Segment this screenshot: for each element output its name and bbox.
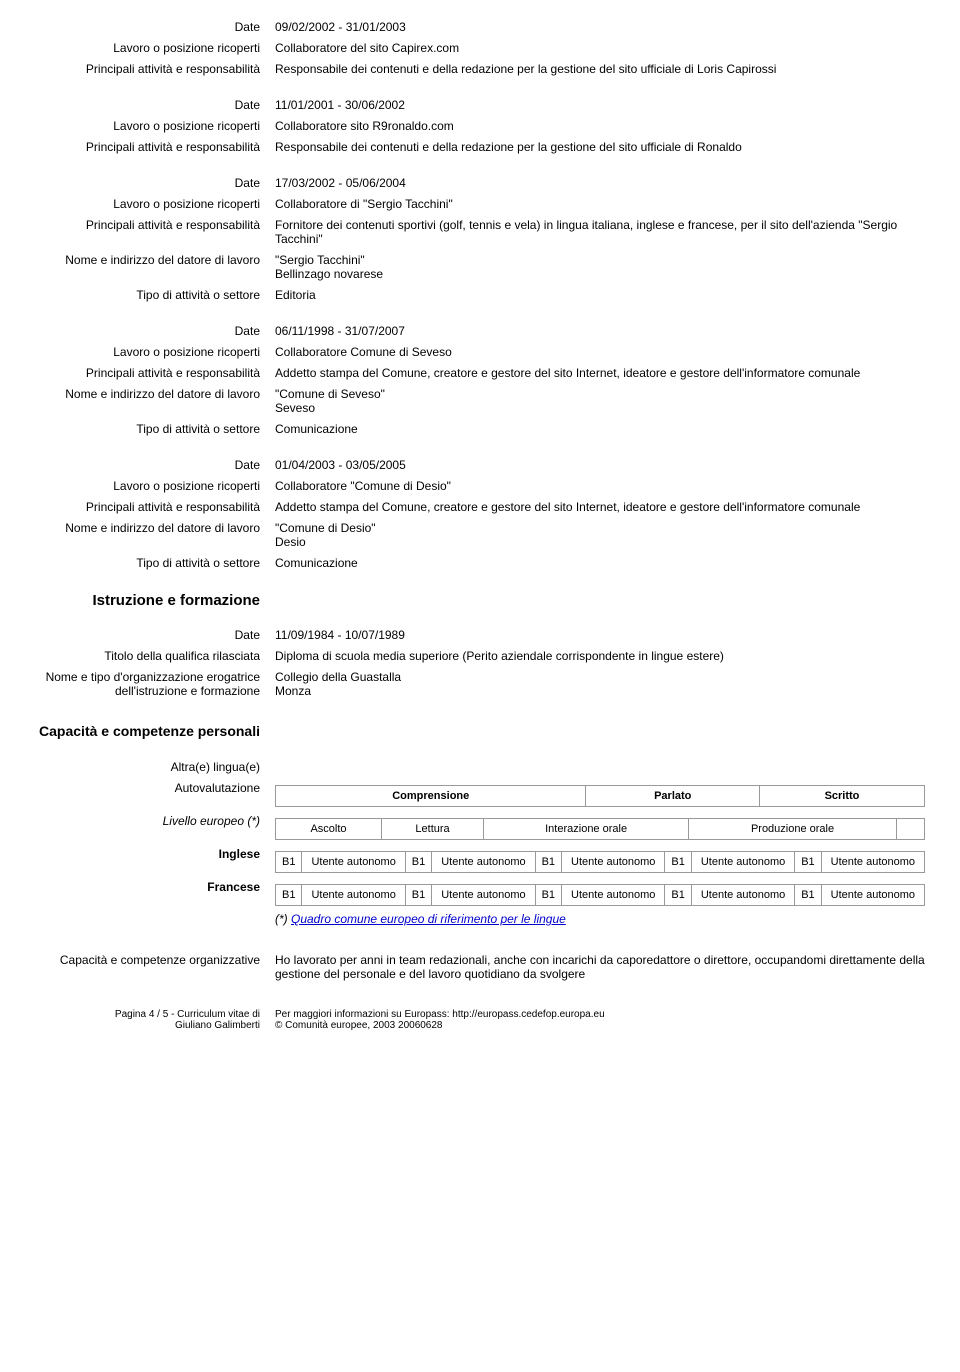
level-label: Livello europeo (*)	[35, 814, 275, 840]
job-pos-label: Lavoro o posizione ricoperti	[35, 119, 275, 133]
job-pos-label: Lavoro o posizione ricoperti	[35, 41, 275, 55]
edu-org-label: Nome e tipo d'organizzazione erogatrice …	[35, 670, 275, 698]
lang-val: Utente autonomo	[562, 885, 665, 906]
job-typ-label: Tipo di attività o settore	[35, 288, 275, 302]
lang-val: Utente autonomo	[691, 885, 794, 906]
lang-code: B1	[535, 852, 561, 873]
job-date: 11/01/2001 - 30/06/2002	[275, 98, 925, 112]
job-act: Responsabile dei contenuti e della redaz…	[275, 140, 925, 154]
job-date: 01/04/2003 - 03/05/2005	[275, 458, 925, 472]
lang-code: B1	[276, 852, 302, 873]
lang-val: Utente autonomo	[302, 852, 405, 873]
job-pos-label: Lavoro o posizione ricoperti	[35, 197, 275, 211]
job-date-label: Date	[35, 98, 275, 112]
job-emp: "Sergio Tacchini"Bellinzago novarese	[275, 253, 925, 281]
lang-code: B1	[405, 885, 431, 906]
lang-code: B1	[276, 885, 302, 906]
edu-org-loc: Monza	[275, 684, 311, 698]
job-emp: "Comune di Desio"Desio	[275, 521, 925, 549]
job-date-label: Date	[35, 458, 275, 472]
edu-qual-label: Titolo della qualifica rilasciata	[35, 649, 275, 663]
job-act-label: Principali attività e responsabilità	[35, 366, 275, 380]
lang-table: ComprensioneParlatoScritto	[275, 785, 925, 807]
job-typ: Editoria	[275, 288, 925, 302]
sh-listen: Ascolto	[276, 819, 382, 840]
job-act: Addetto stampa del Comune, creatore e ge…	[275, 366, 925, 380]
th-wr: Scritto	[759, 786, 924, 807]
lang-label: Altra(e) lingua(e)	[35, 760, 275, 774]
lang-row-en: B1Utente autonomoB1Utente autonomoB1Uten…	[275, 851, 925, 873]
job-pos: Collaboratore "Comune di Desio"	[275, 479, 925, 493]
job-act: Fornitore dei contenuti sportivi (golf, …	[275, 218, 925, 246]
job-typ: Comunicazione	[275, 556, 925, 570]
lang-en-label: Inglese	[35, 847, 275, 873]
job-emp-label: Nome e indirizzo del datore di lavoro	[35, 253, 275, 281]
footer-page: Pagina 4 / 5 - Curriculum vitae di	[115, 1009, 260, 1020]
job-pos-label: Lavoro o posizione ricoperti	[35, 345, 275, 359]
edu-org: Collegio della Guastalla	[275, 670, 401, 684]
lang-val: Utente autonomo	[432, 852, 535, 873]
job-emp-label: Nome e indirizzo del datore di lavoro	[35, 387, 275, 415]
note-prefix: (*)	[275, 912, 291, 926]
job-act: Responsabile dei contenuti e della redaz…	[275, 62, 925, 76]
job-date-label: Date	[35, 324, 275, 338]
job-act: Addetto stampa del Comune, creatore e ge…	[275, 500, 925, 514]
edu-header: Istruzione e formazione	[35, 592, 275, 609]
lang-val: Utente autonomo	[432, 885, 535, 906]
job-pos: Collaboratore sito R9ronaldo.com	[275, 119, 925, 133]
lang-code: B1	[665, 852, 691, 873]
job-typ: Comunicazione	[275, 422, 925, 436]
lang-code: B1	[405, 852, 431, 873]
job-date-label: Date	[35, 20, 275, 34]
lang-code: B1	[535, 885, 561, 906]
skills-header: Capacità e competenze personali	[35, 723, 275, 739]
lang-code: B1	[795, 885, 821, 906]
job-typ-label: Tipo di attività o settore	[35, 422, 275, 436]
cefr-link[interactable]: Quadro comune europeo di riferimento per…	[291, 912, 566, 926]
job-date: 17/03/2002 - 05/06/2004	[275, 176, 925, 190]
job-pos: Collaboratore di "Sergio Tacchini"	[275, 197, 925, 211]
job-emp-label: Nome e indirizzo del datore di lavoro	[35, 521, 275, 549]
job-typ-label: Tipo di attività o settore	[35, 556, 275, 570]
orgsk-text: Ho lavorato per anni in team redazionali…	[275, 953, 925, 981]
job-pos-label: Lavoro o posizione ricoperti	[35, 479, 275, 493]
th-comp: Comprensione	[276, 786, 586, 807]
sh-read: Lettura	[382, 819, 484, 840]
footer-info: Per maggiori informazioni su Europass: h…	[275, 1009, 605, 1020]
job-emp: "Comune di Seveso"Seveso	[275, 387, 925, 415]
job-date: 09/02/2002 - 31/01/2003	[275, 20, 925, 34]
edu-date-label: Date	[35, 628, 275, 642]
lang-val: Utente autonomo	[691, 852, 794, 873]
orgsk-label: Capacità e competenze organizzative	[35, 953, 275, 981]
job-date: 06/11/1998 - 31/07/2007	[275, 324, 925, 338]
th-spk: Parlato	[586, 786, 759, 807]
lang-val: Utente autonomo	[821, 852, 924, 873]
edu-date: 11/09/1984 - 10/07/1989	[275, 628, 925, 642]
sh-prod: Produzione orale	[689, 819, 897, 840]
job-date-label: Date	[35, 176, 275, 190]
sh-int: Interazione orale	[484, 819, 689, 840]
lang-row-fr: B1Utente autonomoB1Utente autonomoB1Uten…	[275, 884, 925, 906]
lang-code: B1	[795, 852, 821, 873]
footer-copy: © Comunità europee, 2003 20060628	[275, 1020, 443, 1031]
job-act-label: Principali attività e responsabilità	[35, 218, 275, 246]
self-label: Autovalutazione	[35, 781, 275, 807]
lang-code: B1	[665, 885, 691, 906]
lang-val: Utente autonomo	[302, 885, 405, 906]
footer-name: Giuliano Galimberti	[175, 1020, 260, 1031]
lang-val: Utente autonomo	[821, 885, 924, 906]
lang-fr-label: Francese	[35, 880, 275, 926]
edu-qual: Diploma di scuola media superiore (Perit…	[275, 649, 925, 663]
job-pos: Collaboratore del sito Capirex.com	[275, 41, 925, 55]
lang-val: Utente autonomo	[562, 852, 665, 873]
job-act-label: Principali attività e responsabilità	[35, 62, 275, 76]
job-pos: Collaboratore Comune di Seveso	[275, 345, 925, 359]
lang-subheader: AscoltoLetturaInterazione oraleProduzion…	[275, 818, 925, 840]
job-act-label: Principali attività e responsabilità	[35, 140, 275, 154]
job-act-label: Principali attività e responsabilità	[35, 500, 275, 514]
